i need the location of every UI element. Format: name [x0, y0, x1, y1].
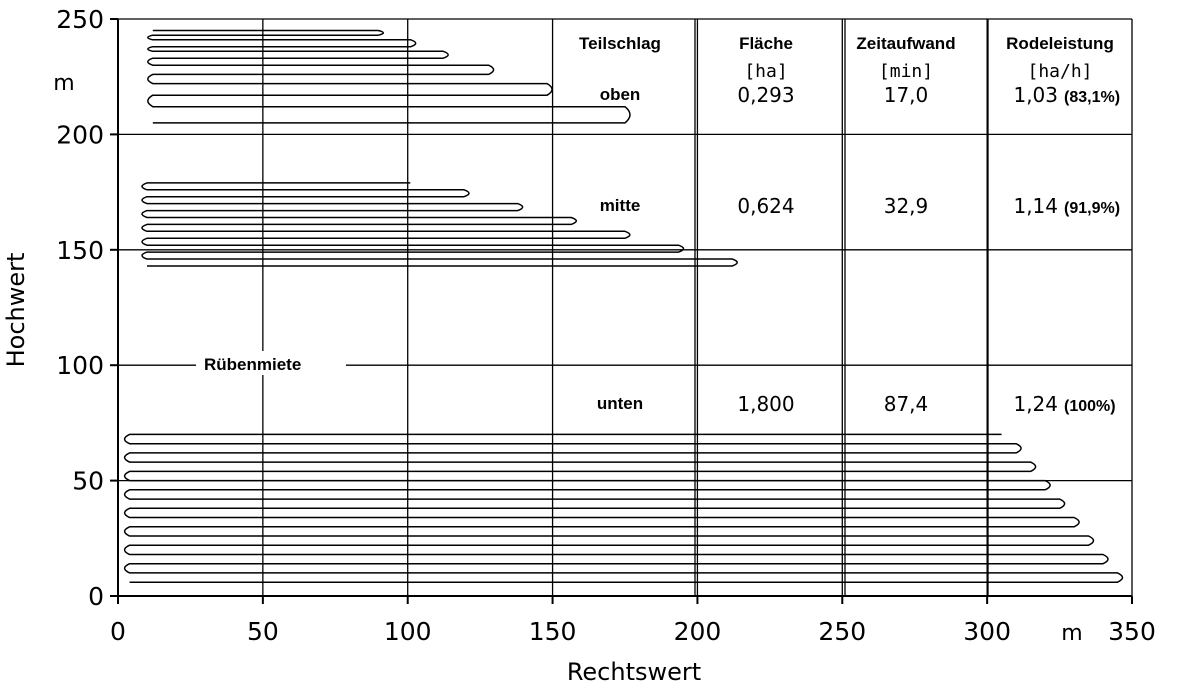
y-axis-unit: m: [53, 71, 74, 96]
harvester-tracks: [123, 29, 1124, 583]
x-tick-label: 100: [384, 617, 432, 646]
tick-labels: 0 50 100 150 200 250 300 350 0 50 100 150 200 250: [56, 5, 1156, 646]
row-flaeche: 0,624: [737, 194, 794, 218]
row-zeitaufwand: 17,0: [884, 83, 929, 107]
row-teilschlag: oben: [600, 85, 641, 104]
x-axis-label: Rechtswert: [567, 658, 701, 686]
y-tick-label: 50: [72, 467, 104, 496]
x-tick-label: 200: [674, 617, 722, 646]
row-rodeleistung: 1,14: [1013, 194, 1058, 218]
data-table: Teilschlag Fläche [ha] Zeitaufwand [min] Rode…: [579, 19, 1120, 596]
row-flaeche: 0,293: [737, 83, 794, 107]
grid-lines: [118, 19, 1132, 596]
row-zeitaufwand: 87,4: [884, 392, 929, 416]
table-unit-1: [ha]: [744, 61, 787, 82]
row-rodeleistung: 1,03: [1013, 83, 1058, 107]
table-header-2: Zeitaufwand: [856, 34, 955, 53]
track-oben: [147, 29, 631, 124]
row-teilschlag: unten: [597, 394, 643, 413]
track-mitte: [141, 182, 738, 267]
table-header-1: Fläche: [739, 34, 793, 53]
x-tick-label: 50: [247, 617, 279, 646]
row-zeitaufwand: 32,9: [884, 194, 929, 218]
row-percent: (83,1%): [1064, 89, 1120, 106]
x-tick-label: 150: [529, 617, 577, 646]
y-tick-label: 150: [56, 236, 104, 265]
x-tick-label: 0: [110, 617, 126, 646]
y-tick-label: 250: [56, 5, 104, 34]
y-tick-label: 0: [88, 582, 104, 611]
x-tick-label: 350: [1108, 617, 1156, 646]
x-axis-unit: m: [1061, 621, 1082, 646]
row-teilschlag: mitte: [600, 196, 641, 215]
table-header-0: Teilschlag: [579, 34, 661, 53]
table-unit-2: [min]: [879, 61, 933, 82]
row-percent: (100%): [1064, 398, 1116, 415]
row-flaeche: 1,800: [737, 392, 794, 416]
axes: [110, 18, 1133, 604]
row-rodeleistung: 1,24: [1013, 392, 1058, 416]
y-tick-label: 100: [56, 351, 104, 380]
table-header-3: Rodeleistung: [1006, 34, 1114, 53]
x-tick-label: 250: [818, 617, 866, 646]
row-percent: (91,9%): [1064, 200, 1120, 217]
track-unten: [123, 433, 1124, 583]
table-unit-3: [ha/h]: [1027, 61, 1092, 82]
x-tick-label: 300: [963, 617, 1011, 646]
y-axis-label: Hochwert: [2, 253, 30, 368]
y-tick-label: 200: [56, 120, 104, 149]
ruebenmiete-annotation: Rübenmiete: [196, 351, 346, 375]
ruebenmiete-label: Rübenmiete: [204, 355, 301, 374]
